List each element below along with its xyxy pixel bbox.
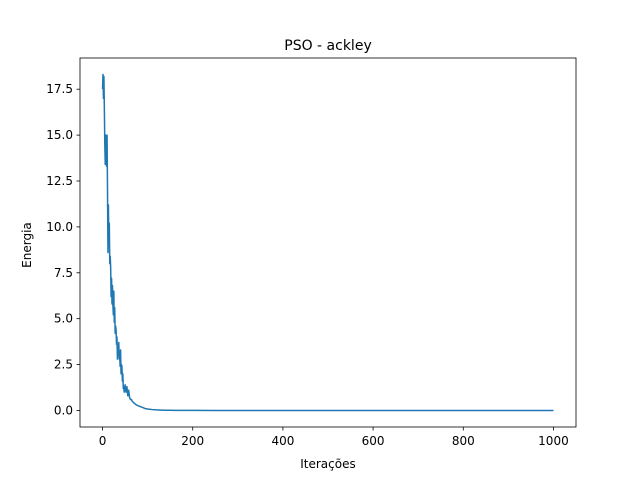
chart-title: PSO - ackley: [284, 38, 371, 54]
x-axis-label: Iterações: [300, 457, 356, 471]
y-tick-label: 7.5: [54, 266, 73, 280]
series-line-0: [101, 73, 554, 412]
y-tick-label: 2.5: [54, 358, 73, 372]
axes-frame: [79, 57, 577, 428]
y-axis-label: Energia: [20, 222, 34, 268]
x-tick-label: 1000: [538, 434, 569, 448]
y-tick-label: 15.0: [46, 128, 73, 142]
y-tick-label: 10.0: [46, 220, 73, 234]
x-tick-label: 600: [362, 434, 385, 448]
y-tick-label: 0.0: [54, 403, 73, 417]
y-tick-label: 5.0: [54, 312, 73, 326]
y-tick-label: 12.5: [46, 174, 73, 188]
x-tick-label: 0: [99, 434, 107, 448]
x-tick-label: 800: [452, 434, 475, 448]
y-tick-label: 17.5: [46, 82, 73, 96]
x-tick-label: 400: [271, 434, 294, 448]
x-tick-label: 200: [181, 434, 204, 448]
plot-area: 0 200 400 600 800 1000 0.0 2.5 5.0 7.5 10.0 12.5 15.…: [46, 57, 577, 448]
